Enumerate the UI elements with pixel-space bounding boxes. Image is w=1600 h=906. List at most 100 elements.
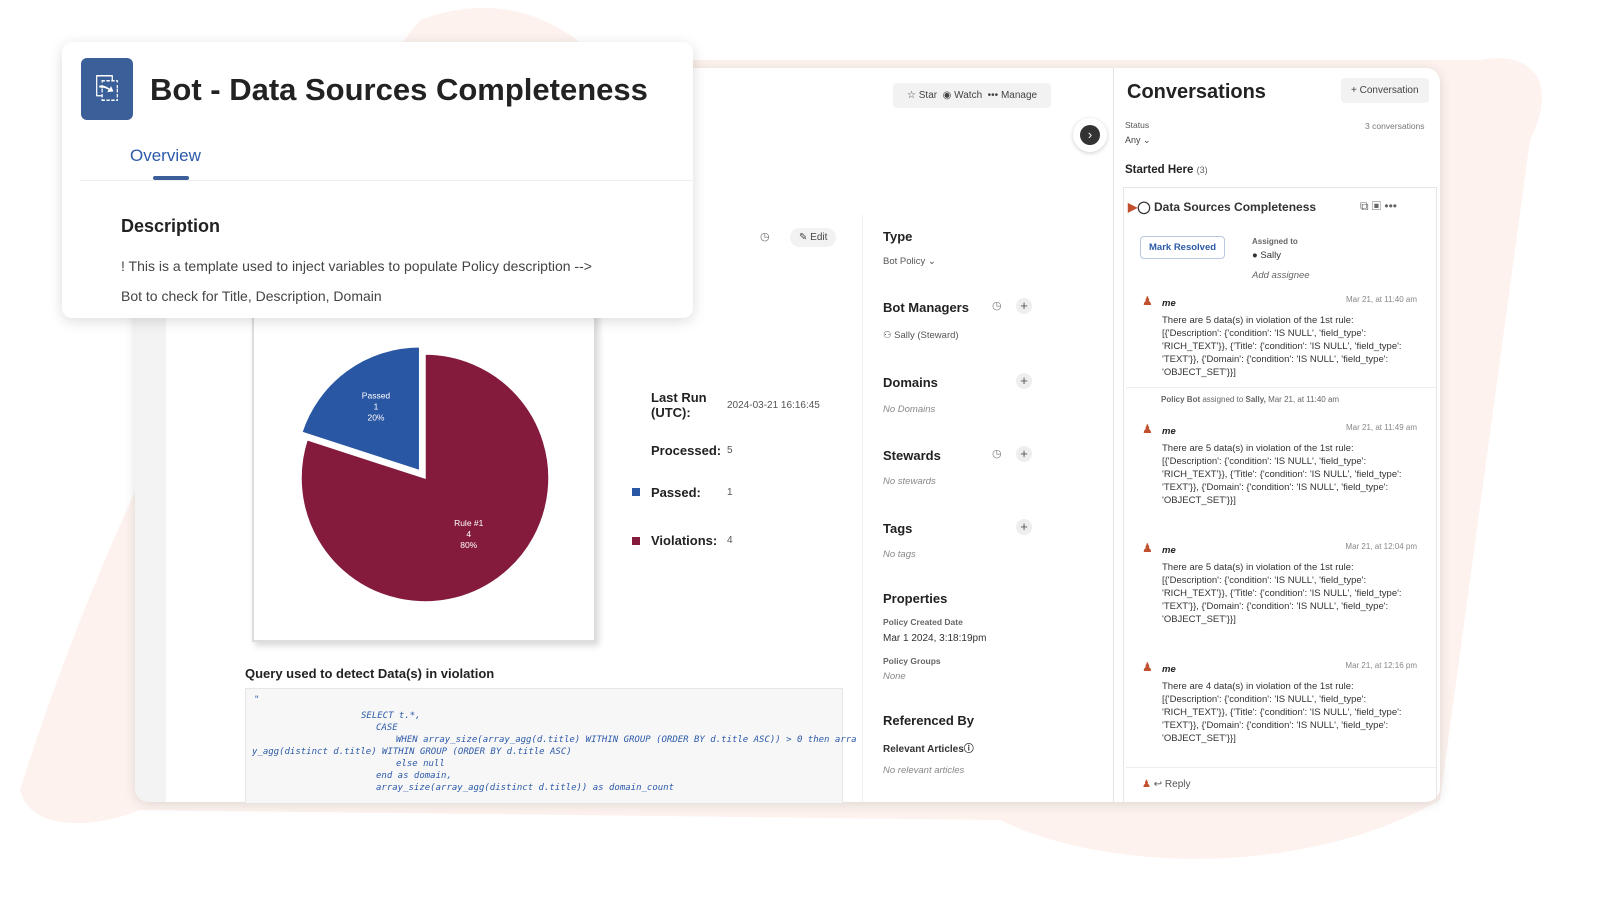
query-heading: Query used to detect Data(s) in violatio… xyxy=(245,666,495,681)
edit-label: Edit xyxy=(810,232,828,243)
event-time: Mar 21, at 11:40 am xyxy=(1268,395,1340,404)
thread-actions[interactable]: ⧉ ▣ ••• xyxy=(1360,199,1397,213)
relevant-label: Relevant Articlesⓘ xyxy=(883,744,974,755)
page-title: Bot - Data Sources Completeness xyxy=(150,72,648,107)
add-button[interactable]: + xyxy=(1016,446,1032,462)
started-label: Started Here xyxy=(1125,164,1194,176)
slice-label: Passed xyxy=(362,391,391,401)
stat-label: Violations: xyxy=(651,533,718,548)
code-line: CASE xyxy=(376,723,398,733)
manager-text: Sally (Steward) xyxy=(894,330,959,341)
new-conversation-label: Conversation xyxy=(1359,85,1419,96)
message-text: There are 5 data(s) in violation of the … xyxy=(1162,315,1402,378)
reply-button[interactable]: ♟ ↩ Reply xyxy=(1142,779,1191,790)
description-line: Bot to check for Title, Description, Dom… xyxy=(121,288,382,304)
message-text: There are 5 data(s) in violation of the … xyxy=(1162,562,1402,625)
manage-button[interactable]: Manage xyxy=(1000,90,1038,101)
status-value: Any xyxy=(1125,135,1141,145)
stat-label: Last Run (UTC): xyxy=(651,390,707,420)
empty-value: No Domains xyxy=(883,404,936,415)
relevant-text: Relevant Articles xyxy=(883,744,964,755)
empty-value: No relevant articles xyxy=(883,765,965,776)
tab-indicator xyxy=(153,176,189,180)
code-line: end as domain, xyxy=(376,771,452,781)
code-line: array_size(array_agg(distinct d.title)) … xyxy=(376,783,675,793)
event: Policy Bot assigned to Sally, Mar 21, at… xyxy=(1161,395,1339,404)
property-value: None xyxy=(883,671,906,682)
mark-resolved[interactable]: Mark Resolved xyxy=(1140,236,1226,259)
avatar: ♟ xyxy=(1142,660,1153,674)
thread-title[interactable]: ▶◯ Data Sources Completeness xyxy=(1128,200,1317,214)
message-author: me xyxy=(1162,664,1176,675)
header-card: ⎘ Bot - Data Sources Completeness Overvi… xyxy=(62,42,693,318)
message-author: me xyxy=(1162,545,1176,556)
legend-swatch xyxy=(632,537,640,545)
code-block: " SELECT t.*, CASE WHEN array_size(array… xyxy=(245,688,857,804)
empty-value: No tags xyxy=(883,549,916,560)
event-target: Sally, xyxy=(1245,395,1266,404)
stat-value: 5 xyxy=(727,445,733,456)
separator xyxy=(1126,767,1436,768)
stat-value: 4 xyxy=(727,535,733,546)
message-time: Mar 21, at 12:04 pm xyxy=(1345,542,1417,551)
bot-icon: ⎘ xyxy=(81,58,133,120)
property-label: Policy Groups xyxy=(883,656,941,666)
stat-value: 1 xyxy=(727,487,733,498)
slice-label: 4 xyxy=(466,529,471,539)
event-actor: Policy Bot xyxy=(1161,395,1201,404)
slice-label: 20% xyxy=(367,413,384,423)
code-line: SELECT t.*, xyxy=(361,711,421,721)
thread-card xyxy=(1123,187,1437,803)
reply-label: Reply xyxy=(1164,779,1191,790)
section-heading: Stewards xyxy=(883,448,941,463)
pie-slice xyxy=(300,345,421,472)
code-line: else null xyxy=(396,759,445,769)
status-filter[interactable]: Any ⌄ xyxy=(1125,135,1151,145)
new-conversation[interactable]: + Conversation xyxy=(1341,78,1429,103)
legend-swatch xyxy=(632,488,640,496)
slice-label: Rule #1 xyxy=(454,518,484,528)
divider xyxy=(1113,68,1114,802)
add-button[interactable]: + xyxy=(1016,519,1032,535)
separator xyxy=(80,180,693,181)
history-icon[interactable]: ◷ xyxy=(760,231,770,243)
conversation-count: 3 conversations xyxy=(1365,121,1425,131)
message-text: There are 5 data(s) in violation of the … xyxy=(1162,443,1402,506)
status-label: Status xyxy=(1125,120,1150,130)
divider xyxy=(862,215,863,802)
code-line: WHEN array_size(array_agg(d.title) WITHI… xyxy=(396,735,857,745)
message-time: Mar 21, at 11:40 am xyxy=(1346,295,1417,304)
history-icon[interactable]: ◷ xyxy=(992,448,1002,460)
section-heading: Type xyxy=(883,229,913,244)
add-button[interactable]: + xyxy=(1016,373,1032,389)
code-line: " xyxy=(254,695,260,705)
description-line: ! This is a template used to inject vari… xyxy=(121,258,592,274)
tab[interactable]: Overview xyxy=(130,146,201,165)
started-here: Started Here (3) xyxy=(1125,164,1208,176)
conversations-title: Conversations xyxy=(1127,81,1266,103)
history-icon[interactable]: ◷ xyxy=(992,300,1002,312)
star-button[interactable]: Star xyxy=(918,90,938,101)
description-heading: Description xyxy=(121,216,221,236)
add-button[interactable]: + xyxy=(1016,298,1032,314)
message-text: There are 4 data(s) in violation of the … xyxy=(1162,681,1402,744)
started-count: (3) xyxy=(1196,165,1208,175)
stat-label: Processed: xyxy=(651,443,722,458)
section-heading: Properties xyxy=(883,591,948,606)
watch-button[interactable]: Watch xyxy=(954,90,983,101)
section-heading: Bot Managers xyxy=(883,300,969,315)
property-value: Mar 1 2024, 3:18:19pm xyxy=(883,633,987,644)
add-assignee[interactable]: Add assignee xyxy=(1252,270,1310,281)
section-heading: Domains xyxy=(883,375,938,390)
assignee-name: Sally xyxy=(1260,250,1281,261)
section-heading: Referenced By xyxy=(883,713,975,728)
type-value[interactable]: Bot Policy ⌄ xyxy=(883,256,936,267)
code-line: y_agg(distinct d.title) WITHIN GROUP (OR… xyxy=(252,747,572,757)
empty-value: No stewards xyxy=(883,476,936,487)
collapse-button[interactable]: › xyxy=(1073,118,1107,152)
property-label: Policy Created Date xyxy=(883,617,963,627)
toolbar: ☆ Star ◉ Watch ••• Manage xyxy=(893,83,1052,108)
edit-button[interactable]: ✎ Edit xyxy=(790,228,837,247)
message-time: Mar 21, at 11:49 am xyxy=(1346,423,1417,432)
